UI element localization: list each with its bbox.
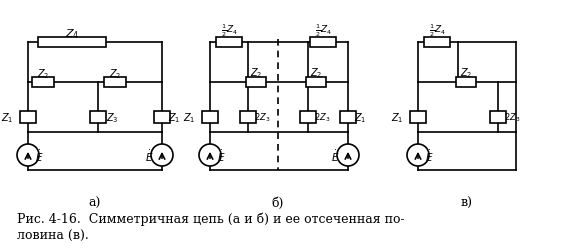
Text: $2Z_3$: $2Z_3$: [254, 111, 270, 124]
Bar: [340, 112, 356, 123]
Bar: [104, 78, 126, 88]
Text: в): в): [461, 196, 473, 209]
Text: $\dot{E}$: $\dot{E}$: [331, 148, 339, 163]
Text: $\frac{1}{2}Z_4$: $\frac{1}{2}Z_4$: [314, 23, 332, 39]
Bar: [490, 112, 506, 123]
Text: $\frac{1}{2}Z_4$: $\frac{1}{2}Z_4$: [429, 23, 446, 39]
Text: $2Z_3$: $2Z_3$: [504, 111, 520, 124]
Bar: [246, 78, 266, 88]
Bar: [32, 78, 54, 88]
Circle shape: [407, 144, 429, 166]
Bar: [90, 112, 106, 123]
Text: $Z_1$: $Z_1$: [354, 111, 366, 124]
Text: $Z_1$: $Z_1$: [2, 111, 14, 124]
Bar: [300, 112, 316, 123]
Text: $\frac{1}{2}Z_4$: $\frac{1}{2}Z_4$: [221, 23, 238, 39]
Text: $Z_3$: $Z_3$: [106, 111, 119, 124]
Bar: [216, 38, 242, 48]
Bar: [306, 78, 326, 88]
Text: $Z_2$: $Z_2$: [37, 67, 49, 81]
Text: $\dot{E}$: $\dot{E}$: [35, 148, 43, 163]
Text: $\dot{E}$: $\dot{E}$: [425, 148, 433, 163]
Text: $Z_2$: $Z_2$: [109, 67, 121, 81]
Text: $Z_1$: $Z_1$: [392, 111, 404, 124]
Bar: [38, 38, 106, 48]
Bar: [410, 112, 426, 123]
Text: $\dot{E}$: $\dot{E}$: [145, 148, 153, 163]
Circle shape: [17, 144, 39, 166]
Text: б): б): [272, 196, 284, 209]
Bar: [20, 112, 36, 123]
Circle shape: [151, 144, 173, 166]
Bar: [240, 112, 256, 123]
Circle shape: [199, 144, 221, 166]
Text: $\dot{E}$: $\dot{E}$: [217, 148, 225, 163]
Text: $Z_1$: $Z_1$: [184, 111, 196, 124]
Text: а): а): [89, 196, 101, 209]
Text: $Z_2$: $Z_2$: [310, 66, 322, 80]
Bar: [456, 78, 476, 88]
Text: $Z_4$: $Z_4$: [65, 27, 79, 41]
Text: Рис. 4-16.  Симметричная цепь (а и б) и ее отсеченная по-
ловина (в).: Рис. 4-16. Симметричная цепь (а и б) и е…: [17, 211, 405, 242]
Text: $Z_2$: $Z_2$: [460, 66, 472, 80]
Text: $Z_1$: $Z_1$: [168, 111, 180, 124]
Bar: [202, 112, 218, 123]
Text: $2Z_3$: $2Z_3$: [314, 111, 330, 124]
Bar: [154, 112, 170, 123]
Circle shape: [337, 144, 359, 166]
Bar: [310, 38, 336, 48]
Bar: [424, 38, 450, 48]
Text: $Z_2$: $Z_2$: [250, 66, 262, 80]
